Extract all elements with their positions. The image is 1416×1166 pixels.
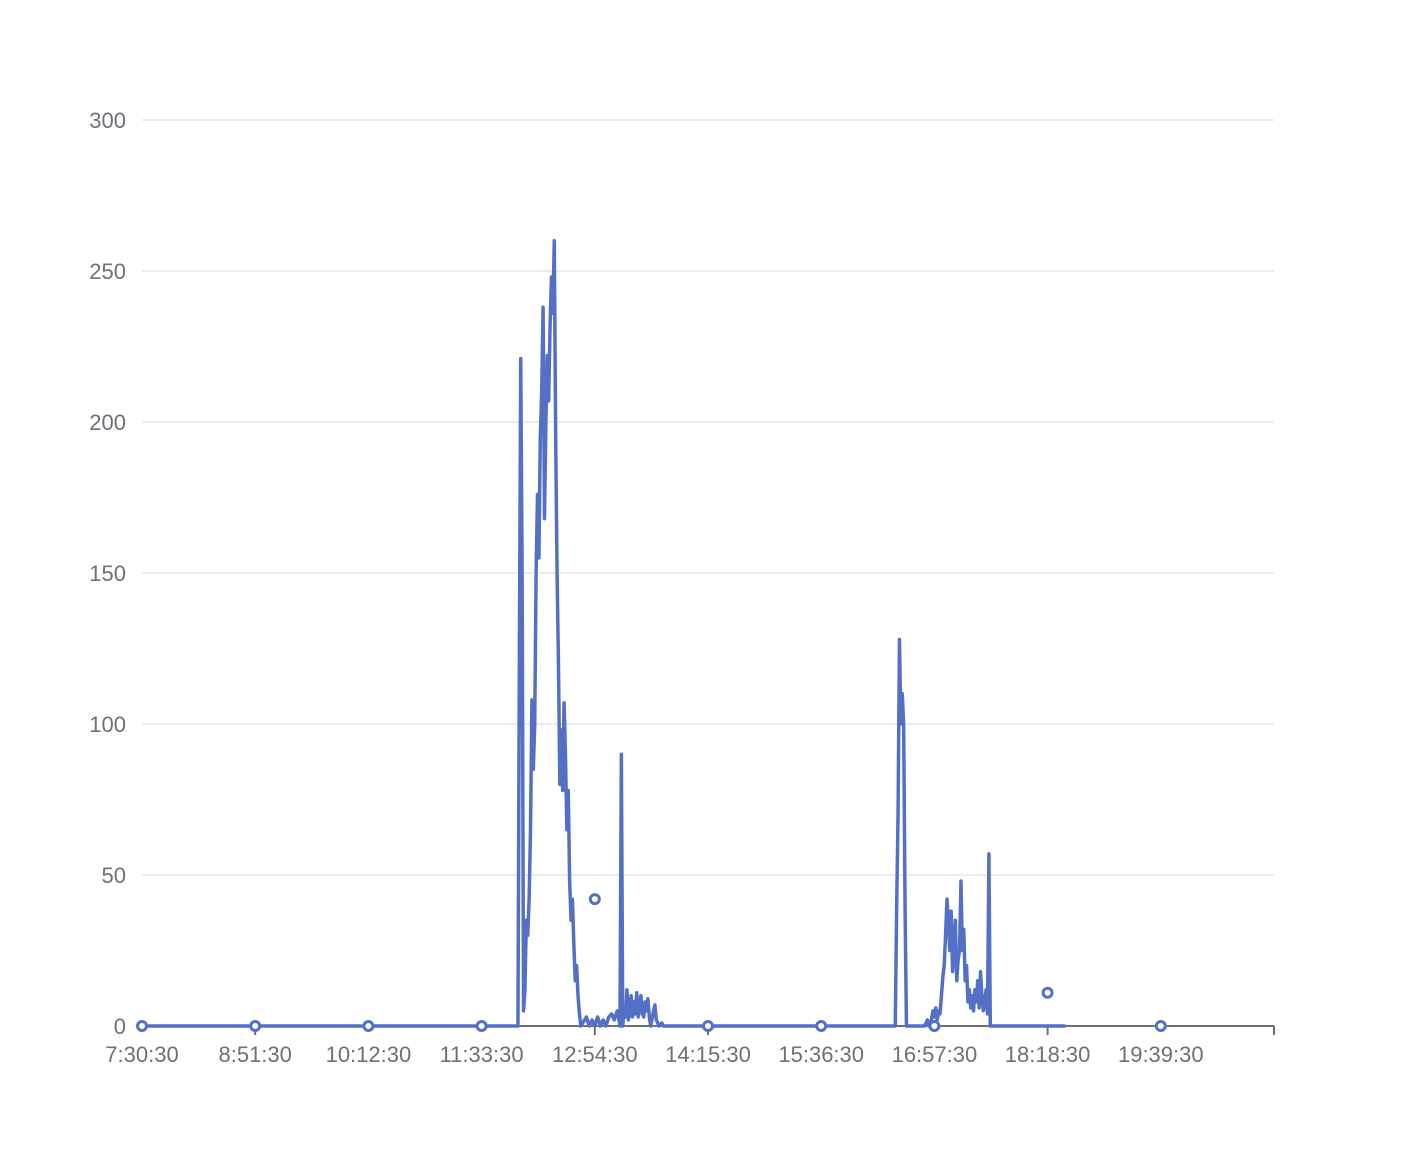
y-tick-label: 100 (89, 712, 126, 737)
series-layer (142, 241, 1064, 1026)
y-tick-label: 150 (89, 561, 126, 586)
x-tick-label: 10:12:30 (326, 1042, 412, 1067)
y-tick-label: 200 (89, 410, 126, 435)
data-point-marker[interactable] (590, 895, 599, 904)
axis-layer: 0 50 100 150 200 250 300 7:30:30 8:51:30 10:12:30… (89, 108, 1274, 1067)
data-point-marker[interactable] (930, 1022, 939, 1031)
y-tick-label: 50 (102, 863, 126, 888)
data-point-marker[interactable] (704, 1022, 713, 1031)
y-tick-label: 250 (89, 259, 126, 284)
marker-layer (138, 895, 1166, 1031)
x-tick-label: 11:33:30 (440, 1042, 524, 1067)
x-tick-label: 8:51:30 (218, 1042, 291, 1067)
x-tick-label: 16:57:30 (892, 1042, 978, 1067)
y-tick-label: 300 (89, 108, 126, 133)
series-line-0 (142, 241, 1064, 1026)
data-point-marker[interactable] (364, 1022, 373, 1031)
x-tick-label: 14:15:30 (665, 1042, 751, 1067)
x-tick-label: 12:54:30 (552, 1042, 638, 1067)
x-tick-label: 19:39:30 (1118, 1042, 1204, 1067)
y-tick-label: 0 (114, 1014, 126, 1039)
grid-layer (142, 120, 1274, 875)
data-point-marker[interactable] (477, 1022, 486, 1031)
data-point-marker[interactable] (138, 1022, 147, 1031)
data-point-marker[interactable] (251, 1022, 260, 1031)
x-tick-label: 15:36:30 (778, 1042, 864, 1067)
data-point-marker[interactable] (1156, 1022, 1165, 1031)
x-tick-label: 18:18:30 (1005, 1042, 1091, 1067)
data-point-marker[interactable] (817, 1022, 826, 1031)
data-point-marker[interactable] (1043, 988, 1052, 997)
x-tick-label: 7:30:30 (105, 1042, 178, 1067)
